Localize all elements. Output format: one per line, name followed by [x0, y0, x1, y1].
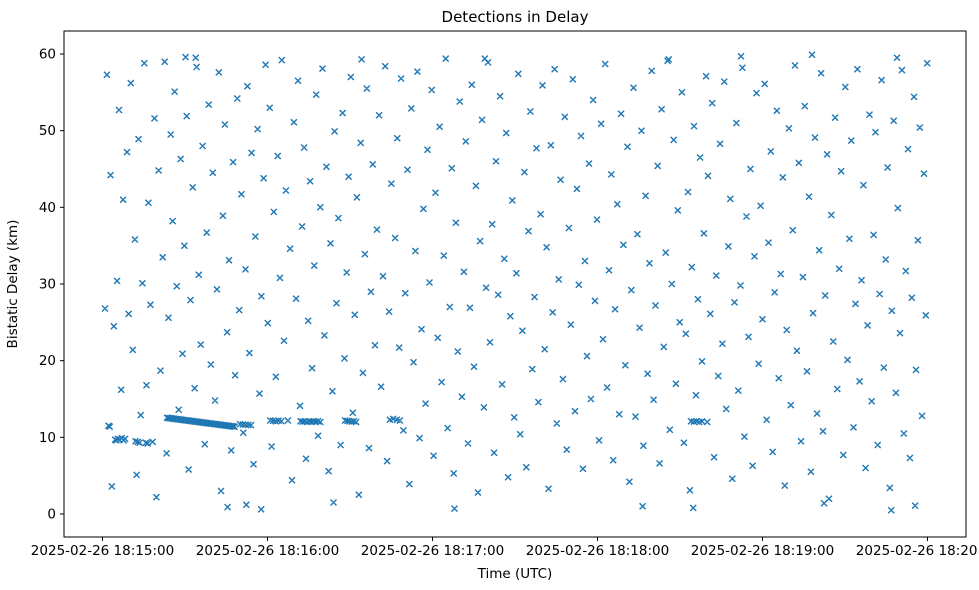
data-points	[101, 51, 931, 514]
x-tick-label: 2025-02-26 18:19:00	[691, 543, 834, 559]
y-tick-label: 10	[39, 430, 56, 446]
chart-title: Detections in Delay	[442, 8, 589, 26]
axes: 2025-02-26 18:15:00 2025-02-26 18:16:00 20…	[31, 30, 979, 559]
y-tick-label: 50	[39, 123, 56, 139]
scatter-x-markers	[101, 51, 931, 514]
y-tick-label: 40	[39, 200, 56, 216]
y-tick-label: 20	[39, 353, 56, 369]
x-tick-label: 2025-02-26 18:15:00	[31, 543, 174, 559]
y-tick-label: 30	[39, 277, 56, 293]
x-tick-label: 2025-02-26 18:17:00	[361, 543, 504, 559]
y-axis-label: Bistatic Delay (km)	[5, 220, 21, 349]
x-axis-label: Time (UTC)	[477, 566, 553, 582]
x-tick-label: 2025-02-26 18:20:00	[856, 543, 979, 559]
plot-frame	[63, 30, 967, 538]
y-tick-label: 60	[39, 47, 56, 63]
y-tick-label: 0	[47, 507, 56, 523]
x-tick-label: 2025-02-26 18:18:00	[526, 543, 669, 559]
x-tick-label: 2025-02-26 18:16:00	[196, 543, 339, 559]
